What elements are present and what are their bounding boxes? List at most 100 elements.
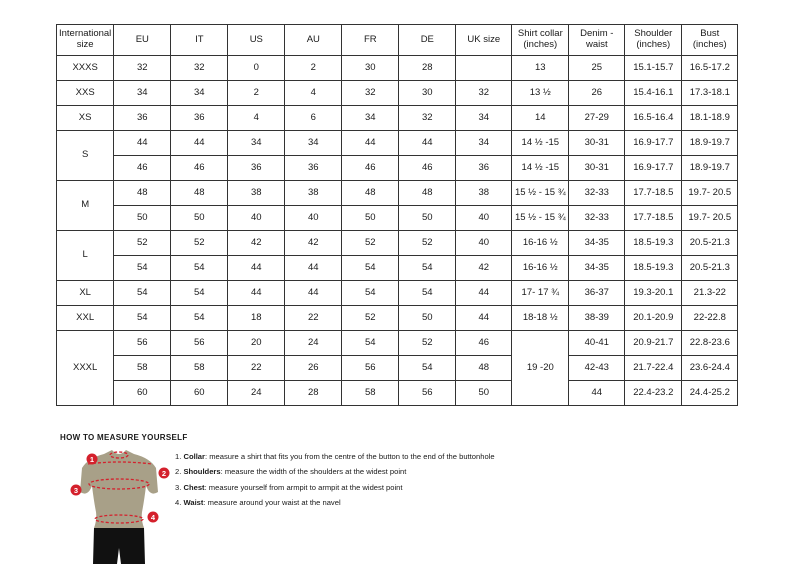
instruction-label: Collar [183,452,205,461]
cell-collar: 19 -20 [511,330,570,406]
cell-intl-size: S [55,130,115,181]
cell-au: 22 [284,305,343,331]
cell-shoulder: 19.3-20.1 [624,280,683,306]
cell-bust: 18.1-18.9 [681,105,739,131]
cell-au: 2 [284,55,343,81]
cell-bust: 22.8-23.6 [681,330,739,356]
cell-eu: 34 [113,80,172,106]
instruction-label: Waist [183,498,204,507]
instruction-text: : measure a shirt that fits you from the… [205,452,495,461]
cell-de: 54 [398,255,457,281]
cell-eu: 36 [113,105,172,131]
cell-us: 22 [227,355,286,381]
size-chart-table: International size EU IT US AU FR DE UK … [55,24,739,406]
cell-shoulder: 21.7-22.4 [624,355,683,381]
cell-waist: 30-31 [568,130,626,156]
cell-us: 18 [227,305,286,331]
instruction-shoulders: 2. Shoulders: measure the width of the s… [175,467,406,476]
cell-au: 28 [284,380,343,406]
cell-uk: 46 [455,330,513,356]
cell-waist: 36-37 [568,280,626,306]
cell-eu: 58 [113,355,172,381]
cell-au: 6 [284,105,343,131]
cell-shoulder: 15.4-16.1 [624,80,683,106]
cell-collar: 16-16 ½ [511,255,570,281]
cell-eu: 50 [113,205,172,231]
body-measurement-illustration: 1 2 3 4 [70,450,170,564]
cell-uk: 40 [455,205,513,231]
instruction-chest: 3. Chest: measure yourself from armpit t… [175,483,403,492]
instruction-text: : measure around your waist at the navel [203,498,341,507]
column-header: Denim - waist [568,24,626,56]
cell-us: 44 [227,255,286,281]
column-header: Bust (inches) [681,24,739,56]
cell-de: 44 [398,130,457,156]
instruction-number: 4. [175,498,182,507]
cell-waist: 32-33 [568,205,626,231]
instruction-number: 3. [175,483,182,492]
cell-fr: 58 [341,380,400,406]
cell-collar: 13 ½ [511,80,570,106]
cell-collar: 14 ½ -15 [511,130,570,156]
cell-fr: 34 [341,105,400,131]
cell-us: 34 [227,130,286,156]
cell-intl-size: XXL [55,305,115,331]
cell-it: 56 [170,330,229,356]
cell-it: 44 [170,130,229,156]
cell-shoulder: 20.9-21.7 [624,330,683,356]
cell-uk: 50 [455,380,513,406]
cell-us: 24 [227,380,286,406]
cell-it: 60 [170,380,229,406]
column-header: US [227,24,286,56]
collar-measure-line [109,451,129,459]
column-header: Shoulder (inches) [624,24,683,56]
table-row: S 44 44 34 34 44 44 34 14 ½ -15 30-31 16… [55,130,739,181]
cell-bust: 23.6-24.4 [681,355,739,381]
cell-au: 34 [284,130,343,156]
marker-chest: 3 [70,484,82,496]
cell-de: 56 [398,380,457,406]
cell-au: 40 [284,205,343,231]
cell-us: 40 [227,205,286,231]
cell-shoulder: 16.9-17.7 [624,130,683,156]
column-header: IT [170,24,229,56]
cell-de: 52 [398,330,457,356]
cell-waist: 26 [568,80,626,106]
table-row: XL 54 54 44 44 54 54 44 17- 17 ¾ 36-37 1… [55,280,739,306]
cell-intl-size: M [55,180,115,231]
instruction-number: 1. [175,452,182,461]
cell-intl-size: XXS [55,80,115,106]
cell-bust: 17.3-18.1 [681,80,739,106]
table-header-row: International size EU IT US AU FR DE UK … [55,24,739,56]
table-row: XXS 34 34 2 4 32 30 32 13 ½ 26 15.4-16.1… [55,80,739,106]
cell-uk: 32 [455,80,513,106]
cell-uk: 34 [455,105,513,131]
column-header: FR [341,24,400,56]
cell-bust: 24.4-25.2 [681,380,739,406]
cell-waist: 25 [568,55,626,81]
how-to-measure-title: HOW TO MEASURE YOURSELF [60,433,188,442]
cell-bust: 22-22.8 [681,305,739,331]
cell-collar: 18-18 ½ [511,305,570,331]
cell-bust: 20.5-21.3 [681,230,739,256]
cell-de: 50 [398,205,457,231]
column-header: AU [284,24,343,56]
cell-uk: 36 [455,155,513,181]
cell-fr: 56 [341,355,400,381]
cell-waist: 30-31 [568,155,626,181]
column-header: UK size [455,24,513,56]
cell-shoulder: 18.5-19.3 [624,230,683,256]
waist-measure-line [94,514,144,524]
cell-eu: 32 [113,55,172,81]
cell-us: 2 [227,80,286,106]
cell-us: 4 [227,105,286,131]
cell-fr: 30 [341,55,400,81]
column-header: International size [55,24,115,56]
cell-eu: 56 [113,330,172,356]
cell-waist: 44 [568,380,626,406]
cell-us: 36 [227,155,286,181]
cell-it: 58 [170,355,229,381]
cell-uk: 40 [455,230,513,256]
cell-it: 32 [170,55,229,81]
cell-it: 50 [170,205,229,231]
